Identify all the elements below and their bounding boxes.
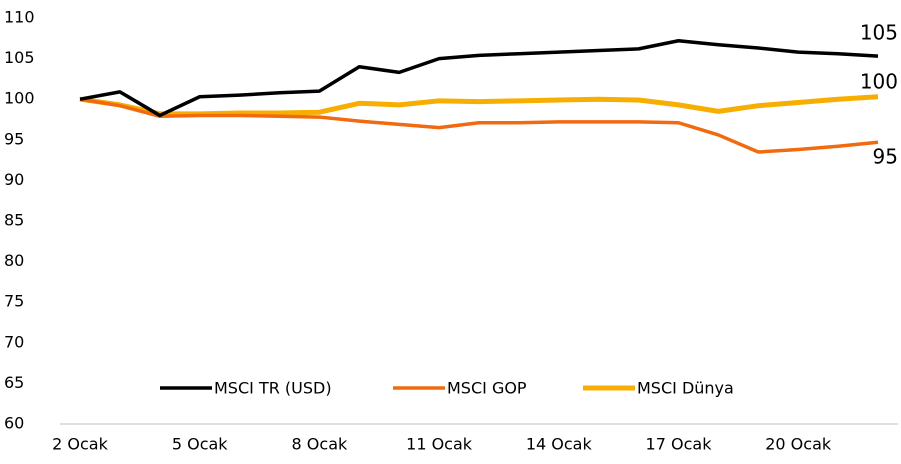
legend-label: MSCI TR (USD) bbox=[214, 379, 332, 398]
y-tick-label: 90 bbox=[4, 170, 24, 189]
x-tick-label: 11 Ocak bbox=[406, 435, 473, 454]
y-tick-label: 95 bbox=[4, 129, 24, 148]
y-tick-label: 110 bbox=[4, 8, 35, 27]
annotation: 95 bbox=[873, 145, 898, 169]
x-tick-label: 14 Ocak bbox=[526, 435, 593, 454]
line-series bbox=[79, 38, 879, 118]
y-tick-label: 105 bbox=[4, 48, 35, 67]
legend-label: MSCI Dünya bbox=[637, 379, 734, 398]
x-tick-label: 2 Ocak bbox=[52, 435, 108, 454]
x-tick-label: 8 Ocak bbox=[292, 435, 348, 454]
y-tick-label: 85 bbox=[4, 211, 24, 230]
x-tick-label: 5 Ocak bbox=[172, 435, 228, 454]
y-tick-label: 80 bbox=[4, 251, 24, 270]
x-tick-label: 17 Ocak bbox=[646, 435, 713, 454]
line-series bbox=[79, 97, 879, 154]
annotation: 105 bbox=[860, 21, 898, 45]
y-tick-label: 70 bbox=[4, 332, 24, 351]
y-tick-label: 75 bbox=[4, 292, 24, 311]
x-tick-label: 20 Ocak bbox=[765, 435, 832, 454]
y-tick-label: 60 bbox=[4, 414, 24, 433]
line-series bbox=[79, 94, 879, 117]
y-tick-label: 65 bbox=[4, 373, 24, 392]
y-tick-label: 100 bbox=[4, 89, 35, 108]
annotation: 100 bbox=[860, 70, 898, 94]
legend-label: MSCI GOP bbox=[447, 379, 527, 398]
